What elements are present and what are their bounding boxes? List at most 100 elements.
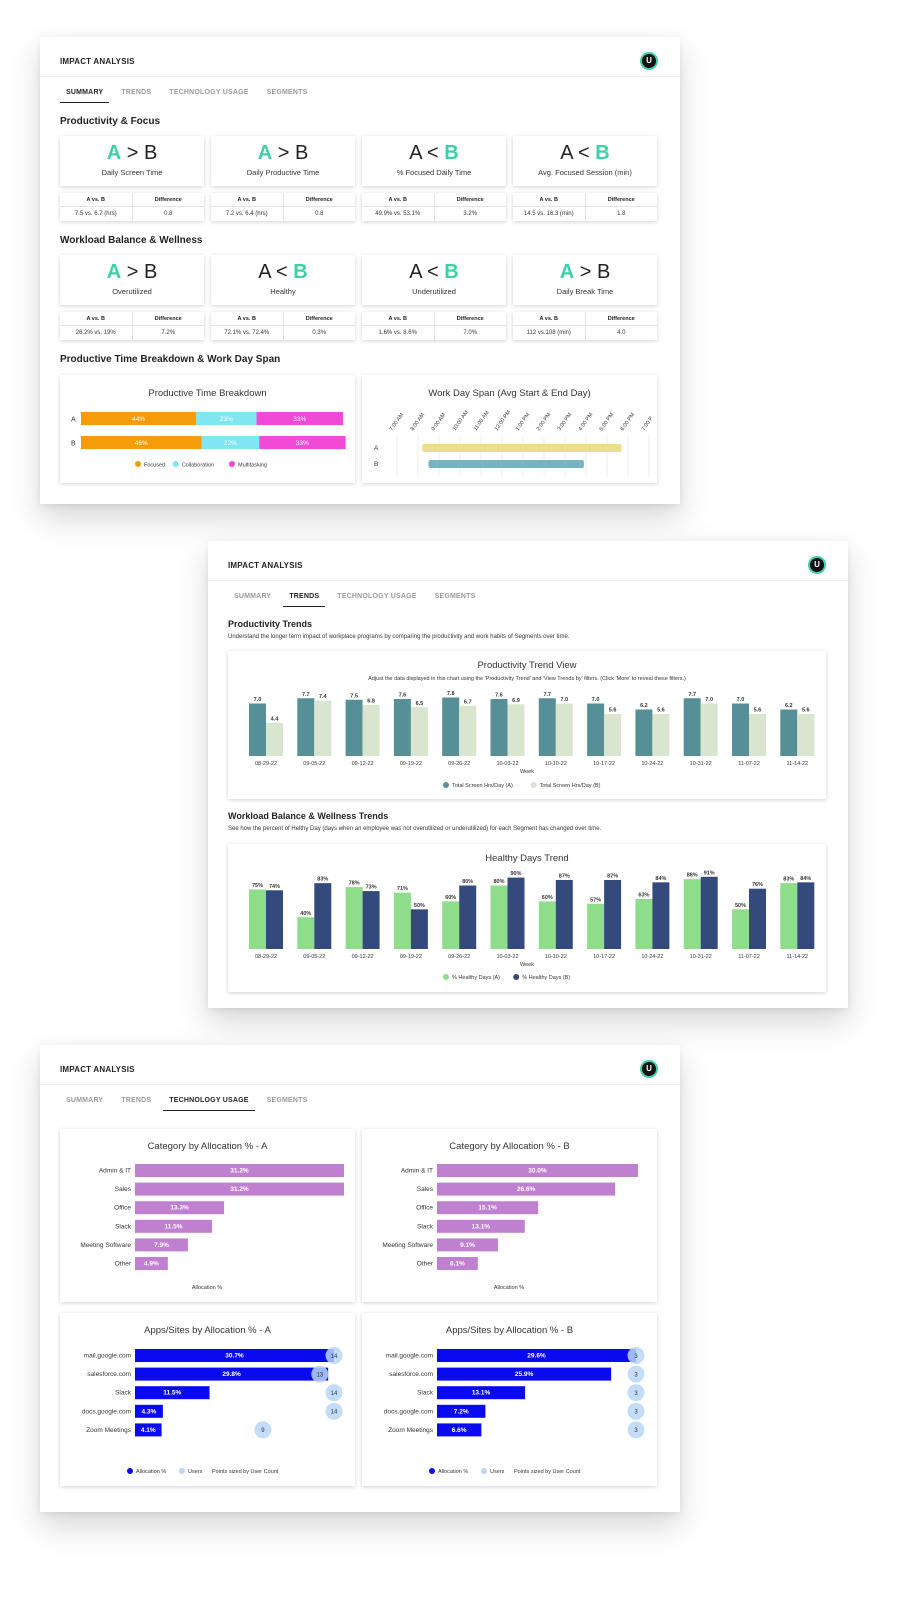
tab-segments[interactable]: SEGMENTS [434, 593, 476, 600]
data-label: 75% [252, 883, 263, 889]
chart-title: Category by Allocation % - B [449, 1141, 570, 1152]
bar [135, 1367, 329, 1381]
user-count-label: 13 [316, 1372, 323, 1378]
x-tick-label: 10-24-22 [641, 954, 663, 960]
user-count-bubble [627, 1384, 645, 1402]
tab-segments[interactable]: SEGMENTS [266, 89, 308, 96]
difference-header: Difference [283, 193, 355, 207]
difference-header: Difference [434, 193, 506, 207]
apps-allocation-b-card: Apps/Sites by Allocation % - B mail.goog… [362, 1313, 657, 1486]
chart-title: Productive Time Breakdown [148, 388, 267, 399]
tab-summary[interactable]: SUMMARY [60, 89, 110, 103]
comparison-card: A < B Avg. Focused Session (min) [513, 136, 657, 186]
metric-detail-table: A vs. B 1.6% vs. 8.6% Difference 7.0% [362, 312, 506, 340]
comparison-operator: < [578, 142, 590, 164]
bar [652, 882, 670, 949]
tab-technology-usage[interactable]: TECHNOLOGY USAGE [163, 1097, 255, 1111]
section-description: Understand the longer term impact of wor… [228, 634, 570, 640]
bar [732, 703, 749, 756]
data-label: 5.6 [802, 708, 810, 714]
user-avatar-icon[interactable]: U [808, 556, 826, 574]
data-label: 5.6 [609, 708, 617, 714]
category-label: Slack [115, 1223, 132, 1230]
user-avatar-icon[interactable]: U [640, 1060, 658, 1078]
metric-detail-table: A vs. B 112 vs.108 (min) Difference 4.0 [513, 312, 657, 340]
tab-trends[interactable]: TRENDS [121, 1097, 152, 1104]
x-tick-label: 10:00 AM [452, 409, 470, 432]
segment-label: 33% [293, 416, 306, 423]
metric-label: Avg. Focused Session (min) [538, 168, 632, 177]
tab-segments[interactable]: SEGMENTS [266, 1097, 308, 1104]
bar [135, 1349, 334, 1362]
bar [732, 909, 749, 949]
ab-header: A vs. B [211, 312, 283, 326]
metric-label: % Focused Daily Time [396, 168, 472, 177]
tab-technology-usage[interactable]: TECHNOLOGY USAGE [169, 89, 249, 96]
chart-title: Productivity Trend View [477, 660, 577, 671]
metric-label: Daily Screen Time [101, 168, 163, 177]
legend-marker [443, 974, 449, 980]
segment-a-letter: A [106, 261, 122, 283]
ab-header: A vs. B [513, 193, 585, 207]
tab-summary[interactable]: SUMMARY [66, 1097, 104, 1104]
comparison-result: A > B [60, 261, 204, 284]
healthy-days-trend-card: Healthy Days Trend 75% 74% 08-29-22 40% 83% 0… [228, 844, 826, 992]
value-label: 31.2% [230, 1168, 249, 1175]
bar [135, 1404, 163, 1418]
user-avatar-icon[interactable]: U [640, 52, 658, 70]
data-label: 83% [783, 877, 794, 883]
bar [362, 891, 380, 949]
metric-label: Daily Break Time [556, 287, 614, 296]
user-count-label: 14 [331, 1354, 338, 1360]
category-allocation-b-chart: Admin & IT 30.0% Sales 26.6% Office 15.1% Slac… [382, 1164, 638, 1291]
bar [393, 699, 411, 756]
row-label: B [374, 461, 378, 468]
user-count-bubble [311, 1365, 329, 1383]
stacked-bar-segment [196, 412, 257, 425]
bar [437, 1367, 612, 1381]
x-tick-label: 7:00 AM [389, 412, 406, 432]
ab-value: 49.9% vs. 53.1% [375, 211, 421, 217]
bar [442, 901, 460, 949]
difference-header: Difference [132, 193, 204, 207]
bar [437, 1201, 539, 1215]
bar [249, 703, 266, 756]
tab-technology-usage[interactable]: TECHNOLOGY USAGE [337, 593, 417, 600]
category-label: Other [417, 1261, 434, 1268]
comparison-operator: > [126, 142, 139, 164]
technology-usage-panel: IMPACT ANALYSIS U SUMMARY TRENDS TECHNOL… [40, 1045, 680, 1512]
bar [437, 1404, 486, 1418]
tab-trends[interactable]: TRENDS [121, 89, 152, 96]
productive-time-breakdown-chart: A 44% 23% 33% B 46% 22% 33% Focused Collaboration… [71, 412, 346, 469]
legend-marker [135, 461, 141, 467]
metric-label: Daily Productive Time [246, 168, 320, 177]
x-tick-label: 09-19-22 [400, 761, 422, 767]
data-label: 87% [559, 873, 570, 879]
bar [135, 1238, 188, 1252]
comparison-operator: > [277, 142, 290, 164]
bar [604, 879, 622, 949]
ab-value: 7.5 vs. 6.7 (hrs) [74, 211, 117, 217]
bar [700, 703, 718, 756]
value-label: 13.1% [472, 1223, 491, 1230]
segment-b-letter: B [294, 142, 309, 164]
data-label: 76% [752, 882, 763, 888]
span-bar [422, 444, 622, 452]
bar [507, 877, 525, 949]
user-count-label: 14 [331, 1391, 338, 1397]
apps-allocation-a-chart: mail.google.com 30.7% 14 salesforce.com 29.8… [82, 1347, 343, 1475]
tab-bar: SUMMARY TRENDS TECHNOLOGY USAGE SEGMENTS [228, 593, 488, 607]
segment-b-letter: B [596, 261, 611, 283]
tab-summary[interactable]: SUMMARY [234, 593, 272, 600]
data-label: 7.6 [399, 693, 407, 699]
bar [780, 709, 798, 756]
x-tick-label: 9:00 AM [431, 412, 448, 432]
section-title-workload: Workload Balance & Wellness [60, 235, 203, 246]
bar [538, 901, 556, 949]
legend-marker [229, 461, 235, 467]
value-label: 25.9% [515, 1371, 534, 1378]
tab-trends[interactable]: TRENDS [283, 593, 326, 607]
x-tick-label: 09-26-22 [448, 954, 470, 960]
bar [604, 714, 622, 756]
x-tick-label: 6:00 PM [620, 412, 637, 433]
